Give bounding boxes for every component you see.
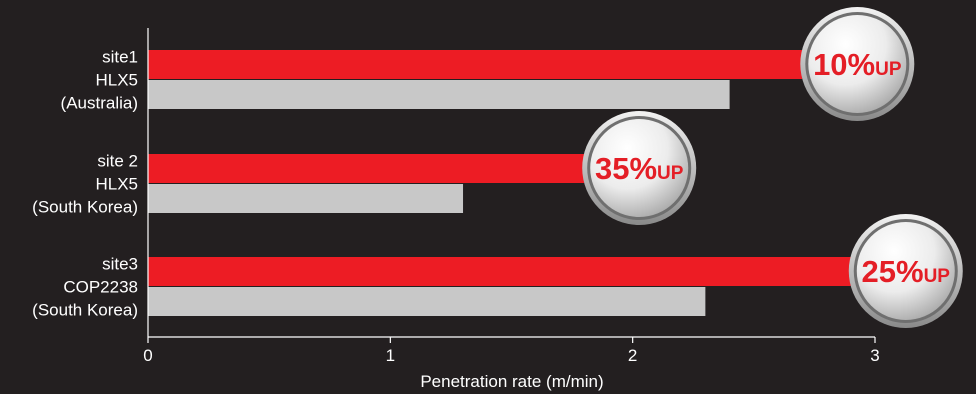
badge-3: 25%UP bbox=[848, 214, 963, 328]
category-label-line: site 2 bbox=[97, 152, 138, 171]
category-label-line: site1 bbox=[102, 48, 138, 67]
category-label-line: (South Korea) bbox=[32, 301, 138, 320]
category-label-2: site 2 HLX5 (South Korea) bbox=[32, 152, 138, 217]
axes bbox=[147, 28, 875, 338]
badge-value: 10% bbox=[813, 47, 875, 82]
badge-text: 25%UP bbox=[862, 254, 951, 289]
category-label-line: HLX5 bbox=[95, 175, 138, 194]
x-tick-label: 0 bbox=[143, 346, 152, 365]
category-label-line: (South Korea) bbox=[32, 198, 138, 217]
x-axis-label: Penetration rate (m/min) bbox=[420, 372, 603, 391]
category-label-1: site1 HLX5 (Australia) bbox=[61, 48, 138, 113]
category-label-3: site3 COP2238 (South Korea) bbox=[32, 255, 138, 320]
category-label-line: site3 bbox=[102, 255, 138, 274]
bar-series1-cat3 bbox=[148, 257, 851, 286]
category-labels: site1 HLX5 (Australia) site 2 HLX5 (South Kor… bbox=[32, 48, 138, 320]
badge-text: 35%UP bbox=[595, 151, 684, 186]
bars bbox=[148, 50, 851, 316]
badge-value: 25% bbox=[862, 254, 924, 289]
category-label-line: HLX5 bbox=[95, 71, 138, 90]
badge-1: 10%UP bbox=[800, 7, 915, 121]
x-tick-label: 1 bbox=[386, 346, 395, 365]
category-label-line: (Australia) bbox=[61, 94, 138, 113]
badge-suffix: UP bbox=[657, 163, 684, 184]
badge-2: 35%UP bbox=[582, 111, 697, 225]
bar-series2-cat2 bbox=[148, 184, 464, 213]
bar-series1-cat2 bbox=[148, 154, 585, 183]
bar-series1-cat1 bbox=[148, 50, 803, 79]
bar-series2-cat1 bbox=[148, 80, 730, 109]
badge-suffix: UP bbox=[924, 266, 951, 287]
badge-face bbox=[590, 119, 689, 217]
badge-suffix: UP bbox=[875, 59, 902, 80]
x-tick-label: 2 bbox=[628, 346, 637, 365]
badge-face bbox=[856, 222, 955, 320]
badge-value: 35% bbox=[595, 151, 657, 186]
badge-face bbox=[808, 15, 907, 113]
x-ticks: 0 1 2 3 bbox=[143, 337, 880, 365]
bar-series2-cat3 bbox=[148, 287, 706, 316]
category-label-line: COP2238 bbox=[63, 278, 138, 297]
badge-text: 10%UP bbox=[813, 47, 902, 82]
x-tick-label: 3 bbox=[870, 346, 879, 365]
